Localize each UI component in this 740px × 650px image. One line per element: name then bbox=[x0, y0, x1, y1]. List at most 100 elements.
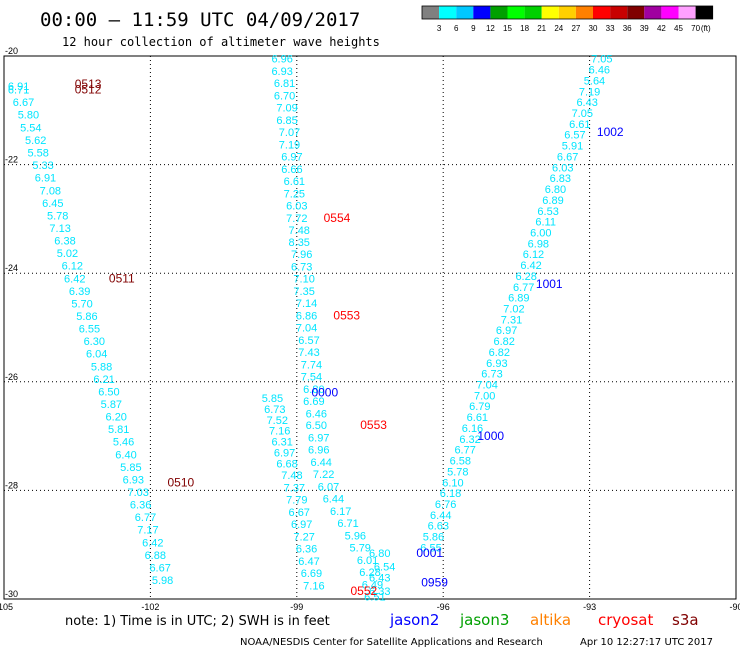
wave-height-value: 7.22 bbox=[313, 469, 334, 481]
wave-height-value: 7.16 bbox=[303, 580, 324, 592]
wave-height-value: 7.19 bbox=[579, 86, 600, 98]
wave-height-value: 6.97 bbox=[274, 447, 295, 459]
wave-height-value: 6.46 bbox=[306, 408, 327, 420]
wave-height-value: 6.67 bbox=[149, 563, 170, 575]
colorbar-swatch bbox=[575, 6, 593, 19]
wave-height-value: 6.16 bbox=[462, 423, 483, 435]
colorbar-unit: (ft) bbox=[701, 24, 711, 33]
wave-height-value: 7.37 bbox=[284, 483, 305, 495]
footer-note: note: 1) Time is in UTC; 2) SWH is in fe… bbox=[65, 614, 330, 629]
wave-height-value: 6.04 bbox=[86, 349, 107, 361]
wave-height-value: 6.03 bbox=[552, 162, 573, 174]
pass-time-label: 0554 bbox=[324, 211, 351, 225]
wave-height-value: 7.10 bbox=[293, 274, 314, 286]
wave-height-value: 6.44 bbox=[430, 510, 451, 522]
wave-height-value: 6.66 bbox=[281, 164, 302, 176]
wave-height-value: 5.85 bbox=[120, 462, 141, 474]
wave-height-value: 6.63 bbox=[428, 521, 449, 533]
wave-height-value: 5.64 bbox=[584, 75, 605, 87]
x-tick-label: -102 bbox=[141, 602, 159, 612]
mission-jason3: jason3 bbox=[459, 611, 509, 629]
wave-height-value: 7.48 bbox=[281, 470, 302, 482]
wave-height-value: 7.05 bbox=[572, 108, 593, 120]
wave-height-value: 6.71 bbox=[8, 85, 29, 97]
wave-height-value: 6.67 bbox=[289, 507, 310, 519]
y-tick-label: -28 bbox=[5, 480, 18, 490]
y-tick-label: -24 bbox=[5, 263, 18, 273]
wave-height-value: 6.43 bbox=[369, 572, 390, 584]
mission-altika: altika bbox=[530, 611, 571, 629]
colorbar-swatch bbox=[558, 6, 576, 19]
colorbar-label: 27 bbox=[571, 24, 580, 33]
wave-height-value: 6.36 bbox=[130, 500, 151, 512]
colorbar-frame bbox=[421, 5, 714, 20]
wave-height-value: 6.80 bbox=[369, 548, 390, 560]
plot-area bbox=[3, 55, 737, 600]
y-tick-label: -26 bbox=[5, 372, 18, 382]
wave-height-value: 6.31 bbox=[271, 437, 292, 449]
wave-height-value: 6.80 bbox=[545, 184, 566, 196]
colorbar-label: 18 bbox=[520, 24, 529, 33]
axis-ticks: -105 -102 -99 -96 -93 -90 -20 -22 -24 -26 -28 -30 bbox=[0, 46, 740, 612]
wave-height-value: 6.00 bbox=[530, 227, 551, 239]
pass-time-label: 0959 bbox=[421, 576, 448, 590]
wave-height-value: 6.50 bbox=[306, 420, 327, 432]
plot-border bbox=[3, 55, 737, 600]
colorbar-swatch bbox=[610, 6, 628, 19]
wave-height-value: 6.77 bbox=[135, 512, 156, 524]
colorbar-swatch bbox=[524, 6, 542, 19]
wave-height-value: 7.09 bbox=[276, 103, 297, 115]
wave-height-value: 7.14 bbox=[296, 298, 317, 310]
wave-height-value: 6.57 bbox=[298, 335, 319, 347]
wave-height-value: 6.97 bbox=[496, 325, 517, 337]
chart-title: 00:00 – 11:59 UTC 04/09/2017 bbox=[40, 9, 360, 31]
pass-time-label: 1002 bbox=[597, 125, 624, 139]
wave-height-value: 5.78 bbox=[447, 466, 468, 478]
colorbar-swatch bbox=[593, 6, 611, 19]
x-tick-label: -99 bbox=[290, 602, 303, 612]
wave-height-value: 5.02 bbox=[57, 248, 78, 260]
y-tick-label: -22 bbox=[5, 155, 18, 165]
pass-time-label: 0552 bbox=[350, 584, 377, 598]
pass-time-label: 0000 bbox=[311, 386, 338, 400]
wave-height-value: 6.54 bbox=[374, 561, 395, 573]
wave-height-value: 6.38 bbox=[54, 236, 75, 248]
wave-height-value: 7.17 bbox=[137, 524, 158, 536]
wave-height-value: 6.12 bbox=[523, 249, 544, 261]
wave-height-value: 5.81 bbox=[108, 424, 129, 436]
wave-height-value: 7.96 bbox=[291, 249, 312, 261]
x-tick-label: -96 bbox=[437, 602, 450, 612]
pass-time-label: 1001 bbox=[536, 277, 563, 291]
wave-height-value: 7.03 bbox=[127, 487, 148, 499]
wave-height-value: 6.20 bbox=[106, 412, 127, 424]
wave-height-value: 6.44 bbox=[323, 494, 344, 506]
pass-time-label: 1000 bbox=[477, 429, 504, 443]
wave-height-value: 7.16 bbox=[269, 426, 290, 438]
wave-height-value: 7.52 bbox=[267, 415, 288, 427]
wave-height-value: 5.54 bbox=[20, 123, 41, 135]
colorbar-label: 70 bbox=[691, 24, 700, 33]
wave-height-value: 6.73 bbox=[264, 404, 285, 416]
wave-height-value: 6.61 bbox=[569, 119, 590, 131]
wave-height-value: 6.43 bbox=[576, 97, 597, 109]
wave-height-value: 6.42 bbox=[520, 260, 541, 272]
pass-time-label: 0510 bbox=[167, 475, 194, 489]
wave-height-value: 6.81 bbox=[274, 78, 295, 90]
wave-height-value: 6.21 bbox=[93, 374, 114, 386]
wave-height-value: 6.61 bbox=[467, 412, 488, 424]
wave-height-value: 5.86 bbox=[423, 532, 444, 544]
wave-height-value: 6.39 bbox=[69, 286, 90, 298]
wave-height-value: 6.69 bbox=[301, 568, 322, 580]
wave-height-value: 6.93 bbox=[123, 475, 144, 487]
wave-height-value: 6.86 bbox=[296, 311, 317, 323]
footer-credit: NOAA/NESDIS Center for Satellite Applica… bbox=[240, 637, 543, 648]
wave-height-value: 6.96 bbox=[308, 445, 329, 457]
grid-lines bbox=[4, 56, 736, 599]
wave-height-value: 5.86 bbox=[76, 311, 97, 323]
wave-height-value: 6.51 bbox=[364, 591, 385, 603]
wave-height-value: 6.55 bbox=[420, 542, 441, 554]
wave-height-value: 6.42 bbox=[142, 538, 163, 550]
wave-height-value: 6.45 bbox=[42, 198, 63, 210]
wave-height-value: 5.96 bbox=[345, 530, 366, 542]
